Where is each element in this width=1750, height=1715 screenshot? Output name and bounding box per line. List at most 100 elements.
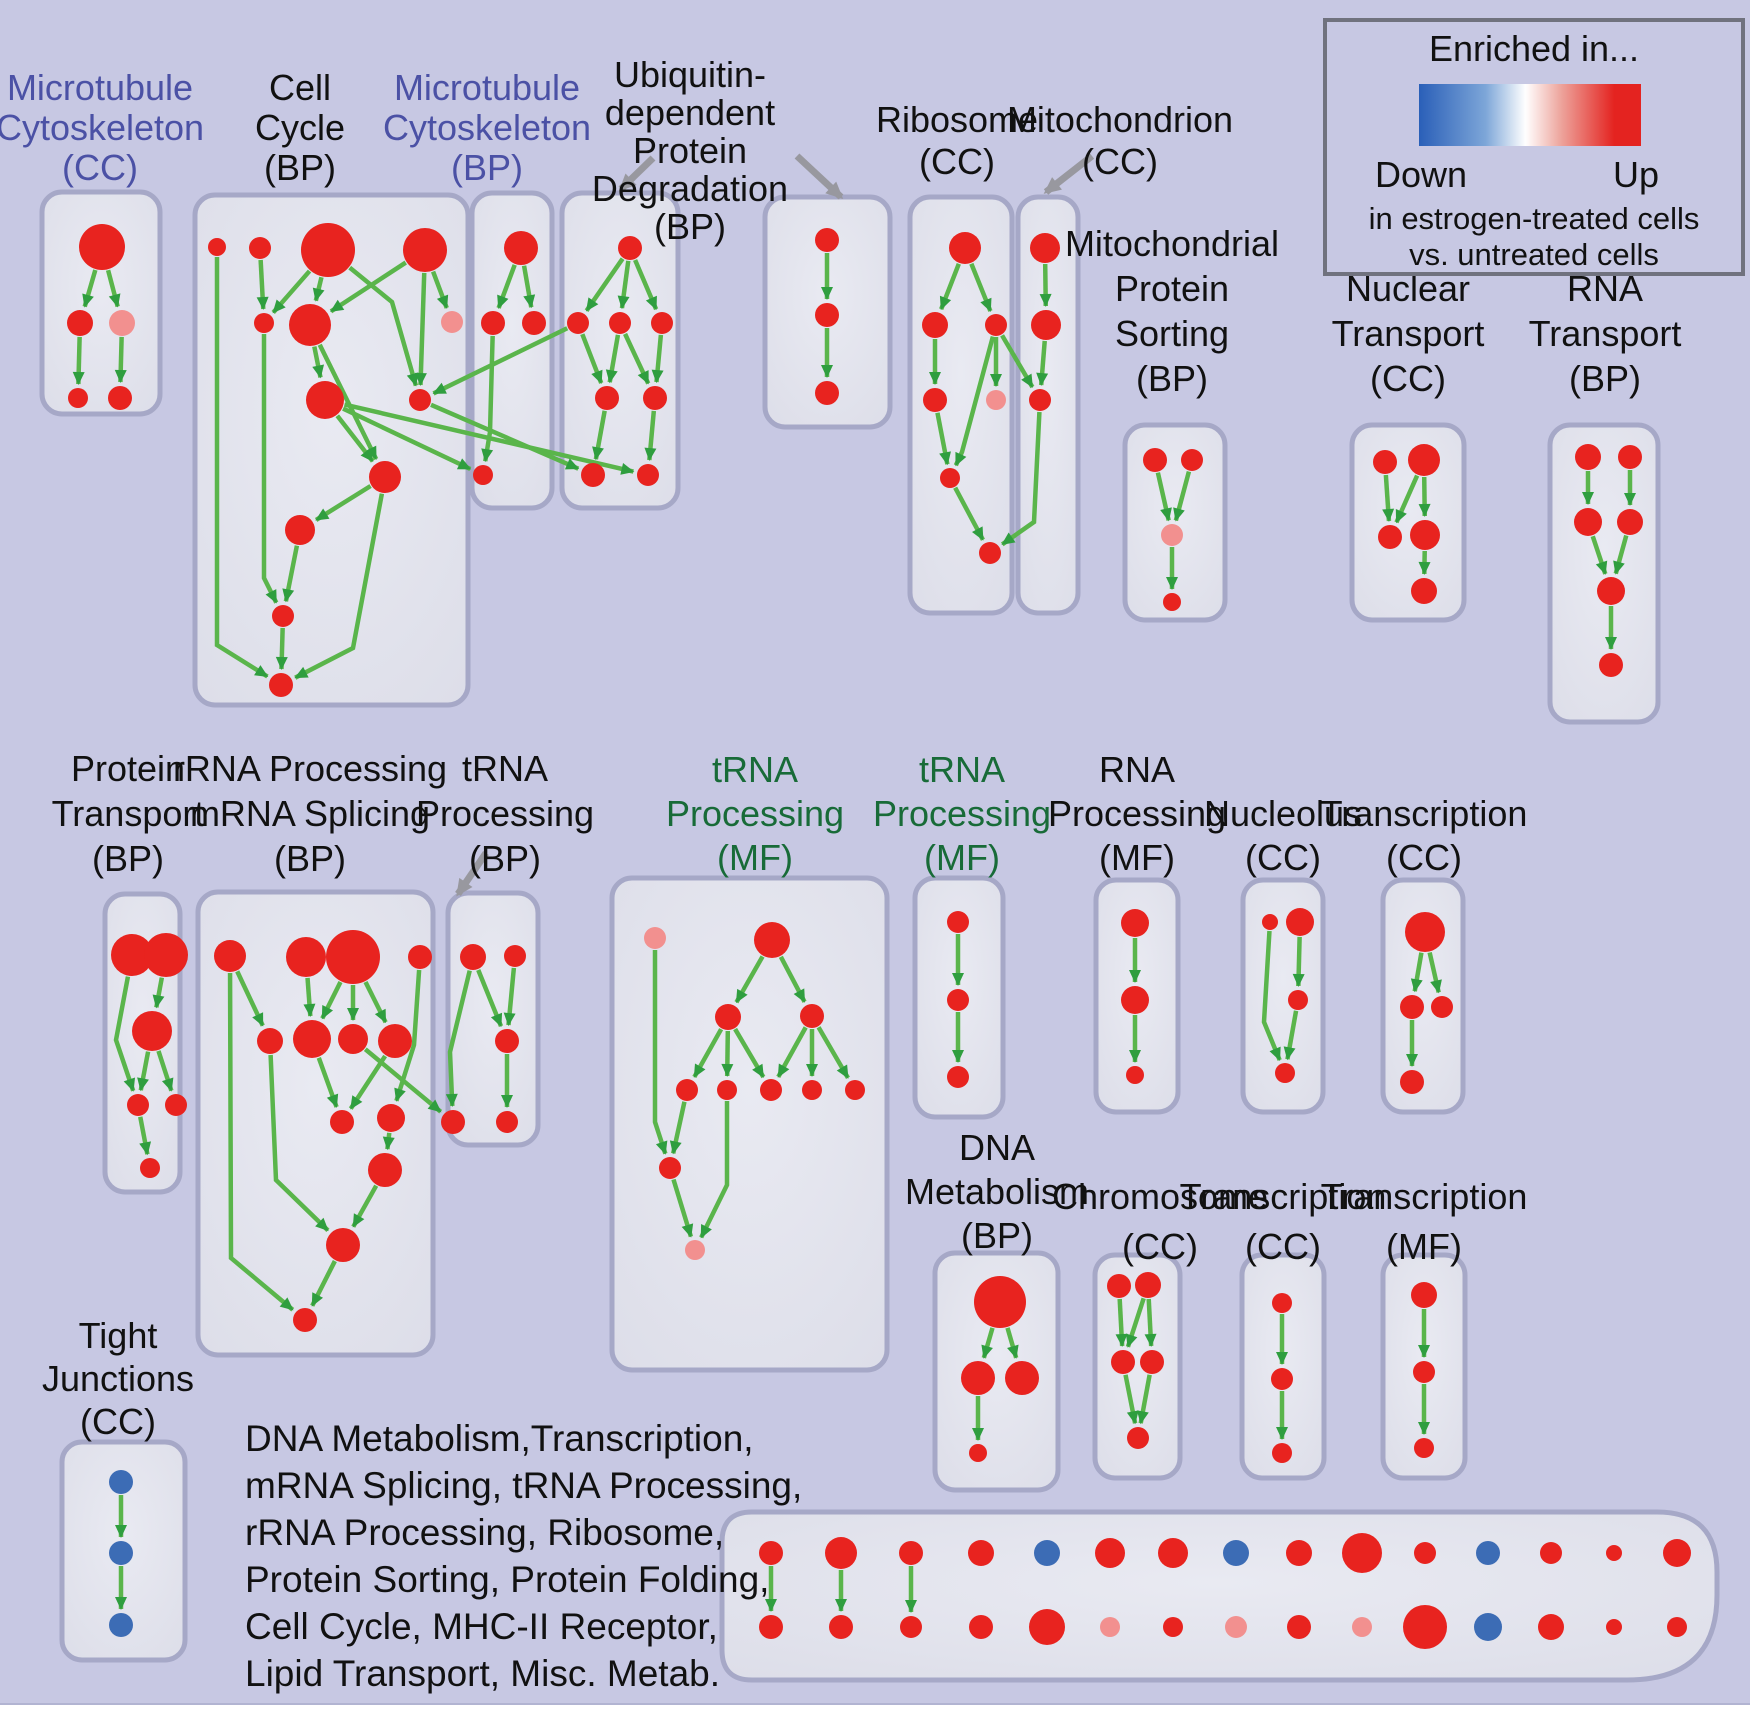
- node-b7a: [1158, 1538, 1188, 1568]
- node-ts2: [947, 989, 969, 1011]
- node-tb3: [495, 1029, 519, 1053]
- node-nt3: [1378, 525, 1402, 549]
- node-cc7: [441, 311, 463, 333]
- node-tj1: [109, 1470, 133, 1494]
- microtubule-cytoskeleton-cc-label-line-3: (CC): [62, 147, 138, 188]
- node-tm5: [676, 1079, 698, 1101]
- mitochondrial-protein-sorting-label-line-3: Sorting: [1114, 312, 1230, 354]
- node-b13a: [1540, 1542, 1562, 1564]
- node-tj3: [109, 1613, 133, 1637]
- edge-rt4-rt5: [1613, 534, 1629, 575]
- edge-rr3-rr8: [363, 981, 388, 1024]
- node-rr3: [326, 930, 380, 984]
- node-cc8: [306, 381, 344, 419]
- rrna-processing-mrna-splicing-label-line-2: mRNA Splicing: [189, 792, 431, 834]
- node-rr5: [257, 1028, 283, 1054]
- node-c1d: [68, 388, 88, 408]
- edge-cc3-cc9: [348, 265, 419, 387]
- node-b4a: [968, 1540, 994, 1566]
- node-rp1: [1121, 909, 1149, 937]
- rna-transport-label-line-3: (BP): [1569, 357, 1641, 399]
- edge-r4-r6: [935, 412, 951, 466]
- transcription-cc-lower-box: [1239, 1252, 1327, 1481]
- node-u4: [651, 312, 673, 334]
- node-t2b: [1400, 995, 1424, 1019]
- cell-cycle-label-line-3: (BP): [264, 147, 336, 188]
- protein-transport-label-line-3: (BP): [92, 837, 164, 879]
- note-line-6: Lipid Transport, Misc. Metab.: [245, 1652, 721, 1694]
- label-pointer-arrow-2: [794, 153, 844, 200]
- node-p3: [1161, 524, 1183, 546]
- node-b12b: [1474, 1613, 1502, 1641]
- node-cc12: [272, 605, 294, 627]
- edge-tm1-tm10: [652, 950, 668, 1155]
- node-pt5: [165, 1094, 187, 1116]
- rrna-processing-mrna-splicing-label-line-3: (BP): [273, 837, 346, 879]
- edge-c1a-c1b: [82, 269, 98, 308]
- node-rr12: [326, 1228, 360, 1262]
- node-tb2: [504, 945, 526, 967]
- node-rt4: [1617, 509, 1643, 535]
- microtubule-cytoskeleton-cc-label-line-1: Microtubule: [6, 67, 194, 108]
- edge-tb1-tb3: [476, 969, 504, 1028]
- edge-nt1-nt3: [1382, 474, 1395, 523]
- dna-metabolism-label-line-1: DNA: [958, 1127, 1035, 1168]
- edge-cc4-cc6: [329, 260, 407, 314]
- edge-d1-d2: [981, 1327, 995, 1359]
- legend-title: Enriched in...: [1428, 27, 1640, 69]
- edge-u2-u5: [580, 333, 604, 385]
- node-t3b: [1271, 1368, 1293, 1390]
- edge-tm4-tm9: [816, 1026, 850, 1080]
- node-rr13: [293, 1308, 317, 1332]
- nuclear-transport-label: Nuclear Transport (CC): [1332, 266, 1485, 401]
- edge-c1b-c1d: [72, 336, 85, 386]
- edge-t2a-t2b: [1410, 952, 1424, 993]
- microtubule-cytoskeleton-bp-label: Microtubule Cytoskeleton (BP): [383, 68, 591, 188]
- mitochondrial-protein-sorting-label-line-1: Mitochondrial: [1064, 222, 1280, 264]
- ribosome-cc-label-line-2: (CC): [919, 141, 995, 182]
- node-pt1: [111, 934, 153, 976]
- edge-cc5-cc12: [261, 334, 279, 604]
- edge-tm5-tm10: [669, 1101, 687, 1155]
- node-mb2: [481, 311, 505, 335]
- cell-cycle-label-line-1: Cell: [268, 67, 331, 108]
- note-line-3: rRNA Processing, Ribosome,: [245, 1511, 725, 1553]
- node-c1e: [108, 386, 132, 410]
- node-rt5: [1597, 577, 1625, 605]
- node-c1b: [67, 310, 93, 336]
- edge-tb2-tb3: [503, 967, 517, 1027]
- edge-rt3-rt5: [1590, 535, 1608, 575]
- node-cc4: [403, 228, 447, 272]
- label-pointer-arrow-3: [1043, 153, 1095, 195]
- node-tm7: [760, 1079, 782, 1101]
- edge-tm4-tm7: [776, 1026, 808, 1078]
- tight-junctions-label-line-1: Tight: [78, 1314, 158, 1356]
- edge-ch4-ch5: [1136, 1374, 1152, 1425]
- node-cc3: [301, 223, 355, 277]
- edge-pt1-pt4: [113, 976, 136, 1092]
- node-tf2: [1413, 1361, 1435, 1383]
- edge-u1-u3: [617, 260, 631, 310]
- mitochondrial-protein-sorting-label: Mitochondrial Protein Sorting (BP): [1065, 221, 1279, 401]
- tight-junctions-label-line-2: Junctions: [41, 1357, 195, 1399]
- rna-processing-mf-label-line-1: RNA: [1098, 749, 1175, 790]
- node-r2: [922, 312, 948, 338]
- node-nu4: [1275, 1063, 1295, 1083]
- node-cc10: [369, 461, 401, 493]
- edge-cc8-cc10: [335, 414, 375, 463]
- ubiquitin-degradation-box: [559, 190, 681, 511]
- node-tf1: [1411, 1282, 1437, 1308]
- node-nu2: [1286, 908, 1314, 936]
- node-rr11: [368, 1153, 402, 1187]
- edge-u1-u2: [584, 257, 625, 312]
- edge-tm3-tm5: [692, 1028, 724, 1079]
- node-b14b: [1606, 1619, 1622, 1635]
- node-q2: [815, 303, 839, 327]
- edge-m1-m2: [1039, 263, 1052, 308]
- node-d4: [969, 1444, 987, 1462]
- node-mb3: [522, 311, 546, 335]
- node-r4: [923, 388, 947, 412]
- microtubule-cytoskeleton-cc-box: [39, 189, 163, 417]
- trna-processing-mf-small-label-line-3: (MF): [924, 837, 1000, 878]
- transcription-cc-lower-label-line-1: Transcription: [1179, 1176, 1387, 1217]
